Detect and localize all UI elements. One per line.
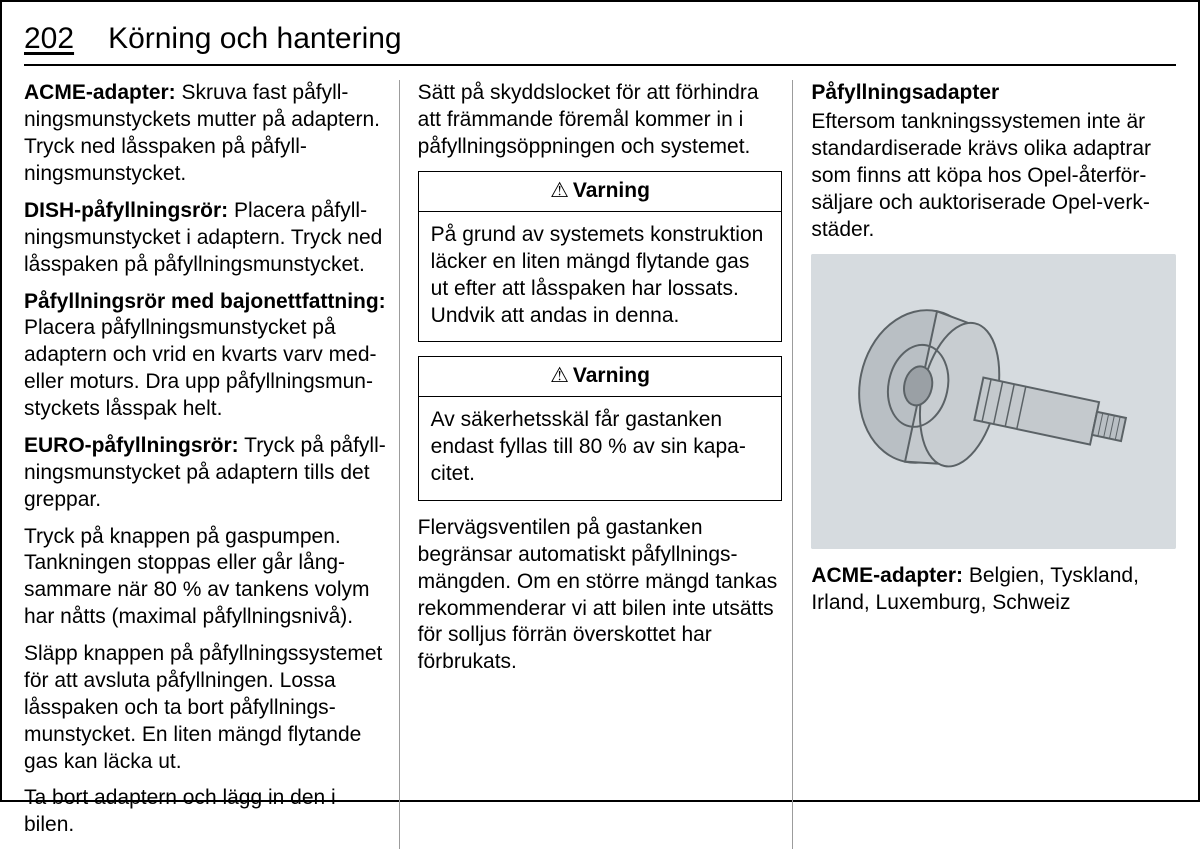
lead-euro: EURO-påfyllningsrör: <box>24 434 239 457</box>
para-adapter-info: Eftersom tankningssystemen inte är stand… <box>811 109 1176 243</box>
para-protective-cap: Sätt på skyddslocket för att förhindra a… <box>418 80 783 161</box>
page-frame: 202 Körning och hantering ACME-adapter: … <box>0 0 1200 802</box>
lead-bayonet: Påfyllningsrör med bajonettfattning: <box>24 290 386 313</box>
warning-body-1: På grund av systemets konstruk­tion läck… <box>419 212 782 342</box>
warning-box-1: ⚠Varning På grund av systemets konstruk­… <box>418 171 783 342</box>
column-1: ACME-adapter: Skruva fast påfyll­ningsmu… <box>24 80 399 849</box>
warning-triangle-icon: ⚠ <box>550 178 569 205</box>
rest-bayonet: Placera påfyllningsmunstycket på adapter… <box>24 316 377 420</box>
warning-box-2: ⚠Varning Av säkerhetsskäl får gastanken … <box>418 356 783 501</box>
adapter-illustration-icon <box>811 254 1176 550</box>
column-3: Påfyllningsadapter Eftersom tankningssys… <box>792 80 1176 849</box>
para-euro: EURO-påfyllningsrör: Tryck på påfyll­nin… <box>24 433 389 514</box>
warning-title-1: ⚠Varning <box>419 172 782 212</box>
para-multivalve: Flervägsventilen på gastanken begränsar … <box>418 515 783 676</box>
warning-label-1: Varning <box>573 179 650 202</box>
lead-dish: DISH-påfyllningsrör: <box>24 199 228 222</box>
para-pump: Tryck på knappen på gaspumpen. Tankninge… <box>24 524 389 632</box>
warning-label-2: Varning <box>573 364 650 387</box>
column-2: Sätt på skyddslocket för att förhindra a… <box>399 80 793 849</box>
warning-body-2: Av säkerhetsskäl får gastanken endast fy… <box>419 397 782 500</box>
warning-title-2: ⚠Varning <box>419 357 782 397</box>
caption-lead: ACME-adapter: <box>811 564 963 587</box>
warning-triangle-icon: ⚠ <box>550 363 569 390</box>
figure-caption: ACME-adapter: Belgien, Tyskland, Irland,… <box>811 563 1176 617</box>
subhead-adapter: Påfyllningsadapter <box>811 80 1176 107</box>
columns: ACME-adapter: Skruva fast påfyll­ningsmu… <box>24 80 1176 849</box>
lead-acme: ACME-adapter: <box>24 81 176 104</box>
para-acme: ACME-adapter: Skruva fast påfyll­ningsmu… <box>24 80 389 188</box>
para-bayonet: Påfyllningsrör med bajonettfattning: Pla… <box>24 289 389 423</box>
page-number: 202 <box>24 20 74 58</box>
para-release: Släpp knappen på påfyllningssyste­met fö… <box>24 641 389 775</box>
section-title: Körning och hantering <box>108 20 402 58</box>
figure-acme-adapter <box>811 254 1176 550</box>
page-header: 202 Körning och hantering <box>24 20 1176 66</box>
para-store-adapter: Ta bort adaptern och lägg in den i bilen… <box>24 785 389 839</box>
para-dish: DISH-påfyllningsrör: Placera påfyll­ning… <box>24 198 389 279</box>
